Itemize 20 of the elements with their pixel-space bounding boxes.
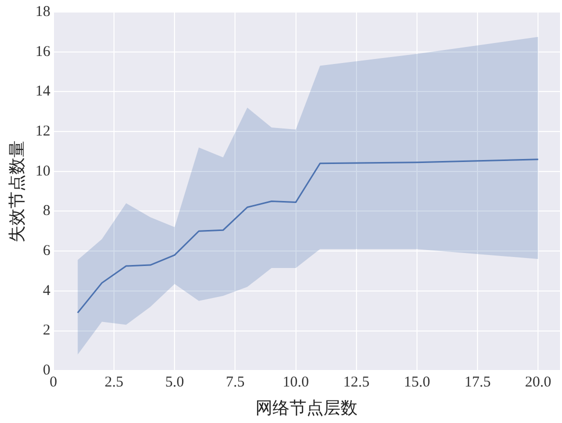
x-tick-label: 7.5 — [226, 374, 245, 391]
y-tick-label: 2 — [42, 322, 50, 339]
x-tick-label: 5.0 — [165, 374, 184, 391]
y-tick-label: 12 — [35, 123, 50, 140]
y-tick-label: 18 — [35, 4, 50, 20]
y-tick-label: 14 — [35, 84, 51, 100]
y-tick-label: 0 — [42, 362, 50, 379]
x-tick-label: 12.5 — [343, 374, 370, 391]
y-tick-label: 4 — [42, 282, 51, 299]
x-axis-title: 网络节点层数 — [256, 398, 358, 418]
y-tick-label: 10 — [35, 163, 50, 180]
y-axis-title: 失效节点数量 — [8, 140, 27, 242]
x-tick-label: 15.0 — [404, 374, 430, 391]
y-tick-label: 6 — [42, 243, 51, 260]
x-tick-label: 2.5 — [104, 374, 124, 391]
x-tick-label: 17.5 — [464, 374, 491, 391]
y-tick-label: 8 — [42, 203, 50, 220]
x-tick-label: 20.0 — [525, 374, 552, 391]
x-tick-label: 10.0 — [282, 374, 309, 391]
y-tick-label: 16 — [35, 44, 51, 60]
